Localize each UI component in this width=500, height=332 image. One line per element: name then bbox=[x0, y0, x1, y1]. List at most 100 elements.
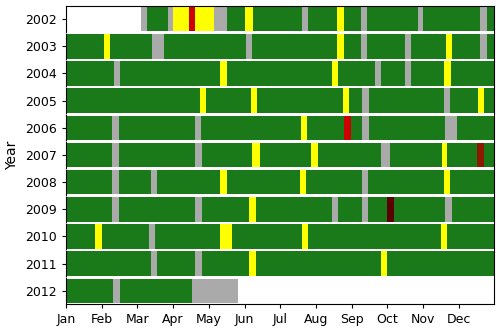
Bar bbox=[444, 88, 450, 113]
Bar bbox=[194, 116, 201, 140]
Bar bbox=[310, 143, 318, 167]
Bar bbox=[394, 197, 445, 221]
Bar bbox=[196, 143, 202, 167]
Bar bbox=[369, 88, 444, 113]
Bar bbox=[446, 34, 452, 58]
Bar bbox=[220, 170, 228, 194]
Bar bbox=[300, 170, 306, 194]
Bar bbox=[66, 224, 494, 249]
Bar bbox=[66, 116, 494, 140]
Bar bbox=[220, 7, 226, 31]
Bar bbox=[119, 197, 196, 221]
Bar bbox=[302, 7, 308, 31]
Bar bbox=[196, 7, 214, 31]
Bar bbox=[202, 197, 249, 221]
Bar bbox=[445, 197, 452, 221]
Bar bbox=[344, 116, 351, 140]
Bar bbox=[66, 197, 494, 221]
Bar bbox=[120, 279, 192, 303]
Bar bbox=[168, 7, 173, 31]
Bar bbox=[66, 143, 494, 167]
Bar bbox=[381, 143, 390, 167]
Bar bbox=[112, 143, 119, 167]
Bar bbox=[157, 170, 220, 194]
Bar bbox=[375, 61, 381, 86]
Bar bbox=[388, 251, 494, 276]
Bar bbox=[362, 116, 369, 140]
Bar bbox=[66, 251, 494, 276]
Bar bbox=[252, 34, 338, 58]
Bar bbox=[66, 279, 113, 303]
Bar bbox=[445, 116, 452, 140]
Bar bbox=[412, 34, 446, 58]
Bar bbox=[450, 170, 494, 194]
Bar bbox=[114, 61, 120, 86]
Bar bbox=[220, 61, 226, 86]
Bar bbox=[206, 88, 251, 113]
Bar bbox=[158, 34, 164, 58]
Bar bbox=[257, 88, 342, 113]
Bar bbox=[254, 7, 302, 31]
Bar bbox=[151, 170, 157, 194]
Bar bbox=[66, 88, 494, 113]
Bar bbox=[164, 34, 246, 58]
Bar bbox=[66, 7, 141, 31]
Bar bbox=[200, 88, 206, 113]
Bar bbox=[228, 170, 300, 194]
Bar bbox=[351, 116, 362, 140]
Bar bbox=[152, 34, 158, 58]
Bar bbox=[260, 143, 310, 167]
Bar bbox=[141, 7, 148, 31]
Y-axis label: Year: Year bbox=[6, 140, 20, 170]
Bar bbox=[486, 7, 494, 31]
Bar bbox=[66, 88, 200, 113]
Bar bbox=[344, 34, 360, 58]
Bar bbox=[66, 170, 112, 194]
Bar bbox=[120, 61, 220, 86]
Bar bbox=[306, 170, 362, 194]
Bar bbox=[119, 116, 194, 140]
Bar bbox=[119, 143, 196, 167]
Bar bbox=[338, 34, 344, 58]
Bar bbox=[480, 7, 486, 31]
Bar bbox=[301, 116, 307, 140]
Bar bbox=[418, 7, 423, 31]
Bar bbox=[452, 116, 457, 140]
Bar bbox=[342, 88, 349, 113]
Bar bbox=[66, 34, 494, 58]
Bar bbox=[444, 170, 450, 194]
Bar bbox=[66, 143, 112, 167]
Bar bbox=[448, 143, 478, 167]
Bar bbox=[349, 88, 362, 113]
Bar bbox=[368, 170, 444, 194]
Bar bbox=[478, 88, 484, 113]
Bar bbox=[381, 251, 388, 276]
Bar bbox=[405, 61, 411, 86]
Bar bbox=[338, 7, 344, 31]
Bar bbox=[369, 116, 445, 140]
Bar bbox=[189, 7, 196, 31]
Bar bbox=[196, 251, 202, 276]
Bar bbox=[96, 224, 102, 249]
Bar bbox=[381, 61, 405, 86]
Bar bbox=[66, 7, 494, 31]
Bar bbox=[251, 88, 257, 113]
Bar bbox=[362, 170, 368, 194]
Bar bbox=[362, 197, 368, 221]
Bar bbox=[113, 279, 119, 303]
Bar bbox=[344, 7, 360, 31]
Bar bbox=[332, 61, 338, 86]
Bar bbox=[423, 7, 480, 31]
Bar bbox=[486, 34, 494, 58]
Bar bbox=[452, 34, 480, 58]
Bar bbox=[249, 197, 256, 221]
Bar bbox=[149, 224, 156, 249]
Bar bbox=[102, 224, 149, 249]
Bar bbox=[119, 170, 151, 194]
Bar bbox=[412, 61, 444, 86]
Bar bbox=[66, 251, 151, 276]
Bar bbox=[451, 61, 494, 86]
Bar bbox=[246, 34, 252, 58]
Bar bbox=[196, 197, 202, 221]
Bar bbox=[192, 279, 238, 303]
